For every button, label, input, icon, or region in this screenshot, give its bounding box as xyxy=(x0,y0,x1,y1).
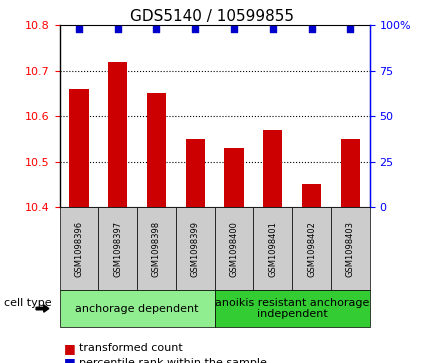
Text: ■: ■ xyxy=(64,356,76,363)
Text: percentile rank within the sample: percentile rank within the sample xyxy=(79,358,266,363)
Point xyxy=(114,26,121,32)
Text: cell type: cell type xyxy=(4,298,52,308)
Point xyxy=(269,26,276,32)
Text: GSM1098399: GSM1098399 xyxy=(191,221,200,277)
Point xyxy=(347,26,354,32)
Point xyxy=(308,26,315,32)
Text: anchorage dependent: anchorage dependent xyxy=(75,303,199,314)
Point xyxy=(76,26,82,32)
Text: GSM1098398: GSM1098398 xyxy=(152,221,161,277)
Point xyxy=(231,26,238,32)
Text: GSM1098401: GSM1098401 xyxy=(268,221,277,277)
Text: anoikis resistant anchorage
independent: anoikis resistant anchorage independent xyxy=(215,298,369,319)
Point xyxy=(192,26,198,32)
Bar xyxy=(69,89,88,207)
Bar xyxy=(302,184,321,207)
Bar xyxy=(108,62,128,207)
Text: GDS5140 / 10599855: GDS5140 / 10599855 xyxy=(130,9,295,24)
Text: GSM1098400: GSM1098400 xyxy=(230,221,238,277)
Point xyxy=(153,26,160,32)
Text: GSM1098396: GSM1098396 xyxy=(74,221,83,277)
Text: GSM1098403: GSM1098403 xyxy=(346,221,355,277)
Bar xyxy=(263,130,283,207)
Text: GSM1098402: GSM1098402 xyxy=(307,221,316,277)
Text: transformed count: transformed count xyxy=(79,343,182,354)
Bar xyxy=(186,139,205,207)
Bar xyxy=(224,148,244,207)
Bar xyxy=(147,93,166,207)
Bar xyxy=(341,139,360,207)
Text: ■: ■ xyxy=(64,342,76,355)
Text: GSM1098397: GSM1098397 xyxy=(113,221,122,277)
